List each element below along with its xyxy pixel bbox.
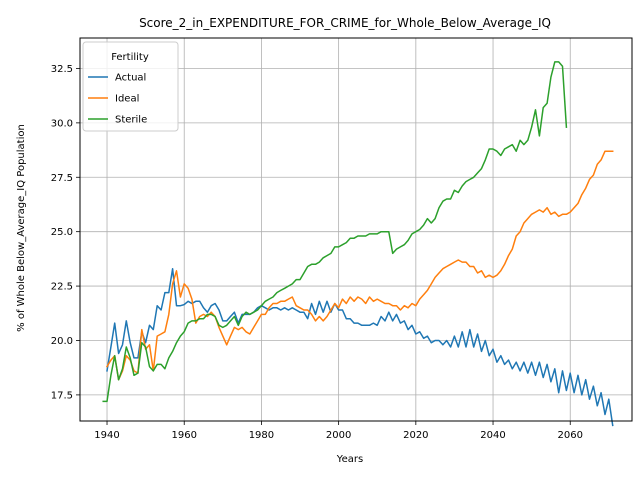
y-tick-label: 17.5 xyxy=(51,390,73,401)
x-tick-label: 1980 xyxy=(249,430,274,441)
y-tick-label: 30.0 xyxy=(51,118,73,129)
x-tick-label: 1960 xyxy=(171,430,196,441)
axis-ticks: 1940 1960 1980 2000 2020 2040 2060 17.5 20.0 22.5… xyxy=(51,64,583,441)
legend-box xyxy=(82,41,179,132)
legend-label-sterile: Sterile xyxy=(115,115,147,126)
series-line-actual xyxy=(106,267,614,427)
series-line-ideal xyxy=(105,150,614,381)
series-line-sterile xyxy=(102,61,568,403)
y-tick-label: 20.0 xyxy=(51,336,73,347)
legend-label-ideal: Ideal xyxy=(115,94,139,105)
gridlines xyxy=(80,38,632,421)
x-tick-label: 2060 xyxy=(558,430,583,441)
x-tick-label: 2000 xyxy=(326,430,351,441)
x-tick-label: 1940 xyxy=(94,430,119,441)
chart-title: Score_2_in_EXPENDITURE_FOR_CRIME_for_Who… xyxy=(139,16,551,30)
y-tick-label: 22.5 xyxy=(51,282,73,293)
plot-area-frame xyxy=(79,37,633,422)
y-tick-label: 32.5 xyxy=(51,64,73,75)
y-tick-label: 25.0 xyxy=(51,227,73,238)
series-lines xyxy=(102,61,614,427)
legend-title: Fertility xyxy=(111,52,149,63)
y-tick-label: 27.5 xyxy=(51,173,73,184)
legend-entries: Actual Ideal Sterile xyxy=(88,73,147,126)
legend-label-actual: Actual xyxy=(115,73,146,84)
x-tick-label: 2020 xyxy=(403,430,428,441)
x-tick-label: 2040 xyxy=(480,430,505,441)
legend: Fertility Actual Ideal Sterile xyxy=(82,41,179,132)
y-axis-label: % of Whole Below_Average_IQ Population xyxy=(16,124,27,332)
x-axis-label: Years xyxy=(336,454,363,465)
